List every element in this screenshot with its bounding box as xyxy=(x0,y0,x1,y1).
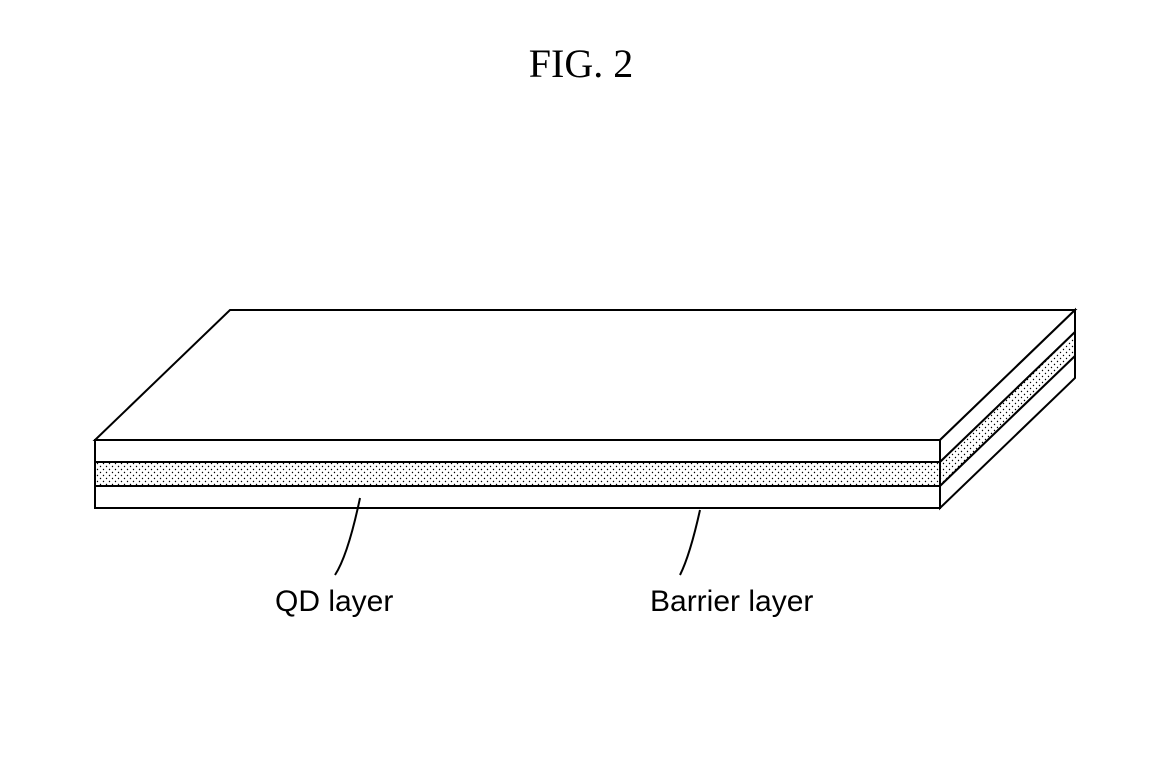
front-band-barrier-top xyxy=(95,440,940,462)
qd-layer-leader xyxy=(335,498,360,575)
barrier-layer-leader xyxy=(680,510,700,575)
barrier-layer-label: Barrier layer xyxy=(650,585,813,619)
front-band-qd xyxy=(95,462,940,486)
top-face xyxy=(95,310,1075,440)
layered-slab-diagram xyxy=(0,0,1162,761)
front-band-barrier-bottom xyxy=(95,486,940,508)
qd-layer-label: QD layer xyxy=(275,585,393,619)
